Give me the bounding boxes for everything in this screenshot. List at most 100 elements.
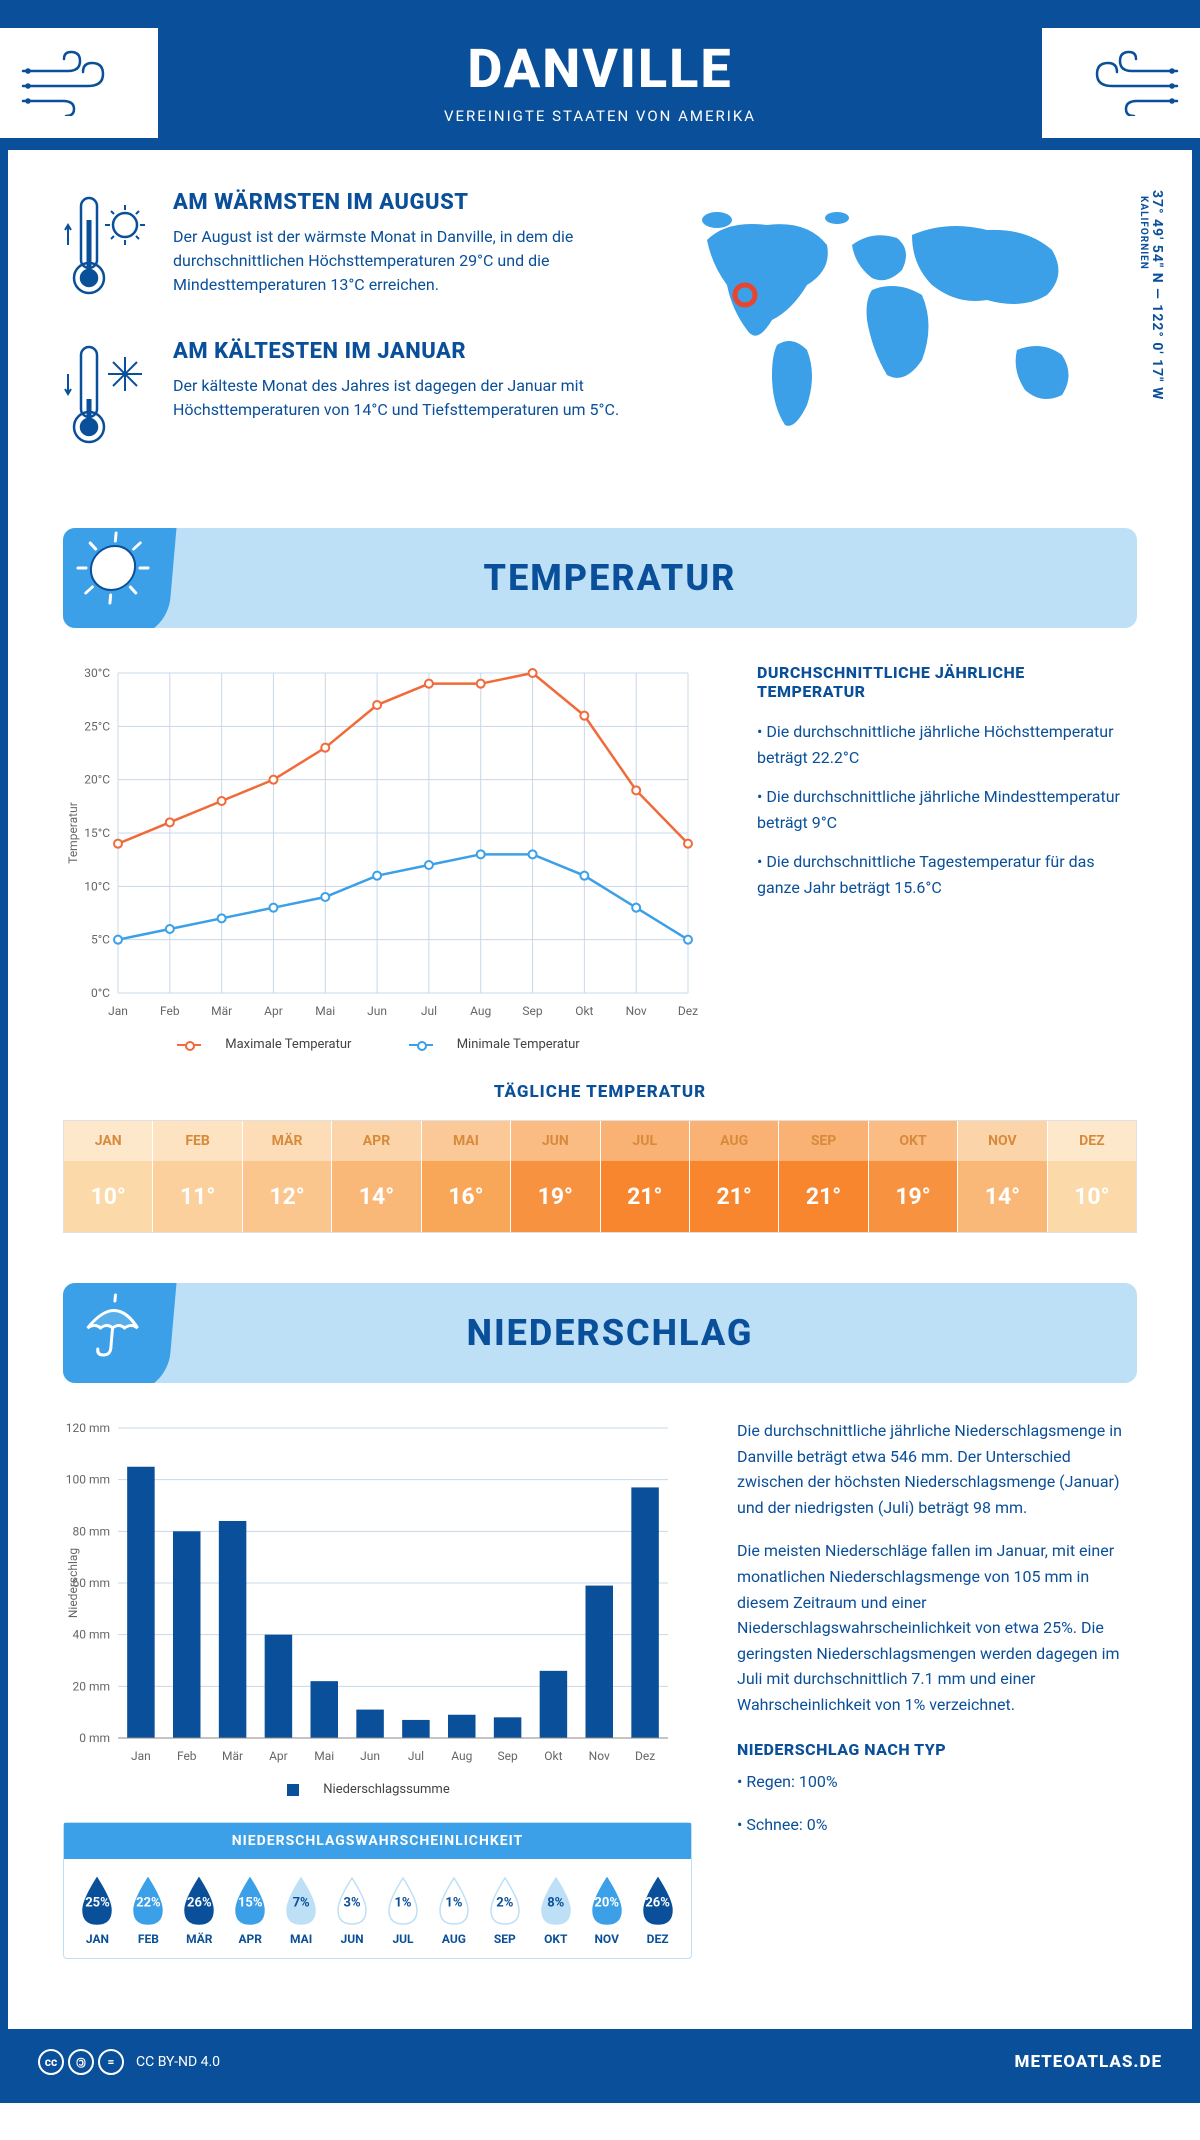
section-header-temperature: TEMPERATUR bbox=[63, 528, 1137, 628]
precip-chart-legend: Niederschlagssumme bbox=[63, 1782, 692, 1797]
thermometer-cold-icon bbox=[63, 339, 153, 453]
svg-text:20 mm: 20 mm bbox=[72, 1679, 110, 1693]
svg-text:5°C: 5°C bbox=[91, 933, 110, 947]
daily-temp-cell: JUL 21° bbox=[601, 1121, 690, 1232]
svg-text:Mai: Mai bbox=[315, 1004, 335, 1018]
umbrella-icon bbox=[63, 1283, 179, 1383]
svg-text:Temperatur: Temperatur bbox=[66, 802, 80, 864]
warmest-title: AM WÄRMSTEN IM AUGUST bbox=[173, 190, 637, 215]
thermometer-hot-icon bbox=[63, 190, 153, 304]
svg-text:Niederschlag: Niederschlag bbox=[66, 1548, 80, 1618]
temp-bullet: • Die durchschnittliche Tagestemperatur … bbox=[757, 849, 1137, 900]
page-title: DANVILLE bbox=[8, 38, 1192, 101]
temp-bullet: • Die durchschnittliche jährliche Mindes… bbox=[757, 784, 1137, 835]
svg-text:Feb: Feb bbox=[177, 1749, 197, 1763]
world-map-icon bbox=[677, 190, 1107, 450]
daily-temp-cell: SEP 21° bbox=[779, 1121, 868, 1232]
prob-drop: 7% MAI bbox=[276, 1874, 327, 1946]
svg-text:120 mm: 120 mm bbox=[66, 1421, 110, 1435]
svg-text:Jan: Jan bbox=[131, 1749, 151, 1763]
precipitation-probability-box: NIEDERSCHLAGSWAHRSCHEINLICHKEIT 25% JAN … bbox=[63, 1822, 692, 1959]
daily-temp-cell: MAI 16° bbox=[422, 1121, 511, 1232]
svg-text:Mär: Mär bbox=[222, 1749, 243, 1763]
prob-drop: 20% NOV bbox=[581, 1874, 632, 1946]
svg-text:Jun: Jun bbox=[360, 1749, 380, 1763]
daily-temp-title: TÄGLICHE TEMPERATUR bbox=[63, 1082, 1137, 1102]
svg-text:Feb: Feb bbox=[160, 1004, 180, 1018]
precipitation-heading: NIEDERSCHLAG bbox=[183, 1312, 1137, 1354]
svg-text:20°C: 20°C bbox=[84, 773, 110, 787]
svg-text:Dez: Dez bbox=[635, 1749, 655, 1763]
svg-text:Jul: Jul bbox=[408, 1749, 424, 1763]
daily-temp-cell: FEB 11° bbox=[153, 1121, 242, 1232]
svg-text:Okt: Okt bbox=[575, 1004, 593, 1018]
svg-text:Apr: Apr bbox=[269, 1749, 288, 1763]
warmest-fact: AM WÄRMSTEN IM AUGUST Der August ist der… bbox=[63, 190, 637, 304]
daily-temp-grid: JAN 10°FEB 11°MÄR 12°APR 14°MAI 16°JUN 1… bbox=[63, 1120, 1137, 1233]
svg-text:0 mm: 0 mm bbox=[79, 1731, 110, 1745]
svg-text:Aug: Aug bbox=[451, 1749, 472, 1763]
svg-text:Nov: Nov bbox=[626, 1004, 647, 1018]
coldest-title: AM KÄLTESTEN IM JANUAR bbox=[173, 339, 637, 364]
svg-text:Apr: Apr bbox=[264, 1004, 283, 1018]
prob-drop: 3% JUN bbox=[327, 1874, 378, 1946]
precip-type: • Schnee: 0% bbox=[737, 1812, 1137, 1838]
daily-temp-cell: JUN 19° bbox=[511, 1121, 600, 1232]
temp-chart-legend: Maximale Temperatur Minimale Temperatur bbox=[63, 1037, 712, 1052]
prob-drop: 26% MÄR bbox=[174, 1874, 225, 1946]
precip-paragraph: Die meisten Niederschläge fallen im Janu… bbox=[737, 1538, 1137, 1717]
daily-temp-cell: APR 14° bbox=[332, 1121, 421, 1232]
coldest-fact: AM KÄLTESTEN IM JANUAR Der kälteste Mona… bbox=[63, 339, 637, 453]
precip-type: • Regen: 100% bbox=[737, 1769, 1137, 1795]
site-name: METEOATLAS.DE bbox=[1015, 2052, 1162, 2072]
temperature-heading: TEMPERATUR bbox=[183, 557, 1137, 599]
daily-temp-cell: JAN 10° bbox=[64, 1121, 153, 1232]
svg-text:100 mm: 100 mm bbox=[66, 1473, 110, 1487]
temperature-line-chart: 0°C 5°C 10°C 15°C 20°C 25°C 30°C Jan Feb Mär Apr Ma… bbox=[63, 663, 712, 1052]
precip-paragraph: Die durchschnittliche jährliche Niedersc… bbox=[737, 1418, 1137, 1520]
prob-title: NIEDERSCHLAGSWAHRSCHEINLICHKEIT bbox=[64, 1823, 691, 1859]
daily-temp-cell: DEZ 10° bbox=[1048, 1121, 1136, 1232]
wind-decoration-right-icon bbox=[1042, 28, 1200, 138]
svg-text:0°C: 0°C bbox=[91, 986, 110, 1000]
sun-icon bbox=[63, 528, 179, 628]
svg-text:80 mm: 80 mm bbox=[72, 1524, 110, 1538]
svg-text:40 mm: 40 mm bbox=[72, 1628, 110, 1642]
temp-text-title: DURCHSCHNITTLICHE JÄHRLICHE TEMPERATUR bbox=[757, 663, 1137, 701]
svg-text:10°C: 10°C bbox=[84, 879, 110, 893]
precipitation-bar-chart: 0 mm20 mm40 mm60 mm80 mm100 mm120 mmNied… bbox=[63, 1418, 683, 1768]
daily-temp-cell: AUG 21° bbox=[690, 1121, 779, 1232]
prob-drop: 1% AUG bbox=[428, 1874, 479, 1946]
prob-drop: 26% DEZ bbox=[632, 1874, 683, 1946]
svg-text:Nov: Nov bbox=[589, 1749, 610, 1763]
prob-drop: 22% FEB bbox=[123, 1874, 174, 1946]
precip-type-title: NIEDERSCHLAG NACH TYP bbox=[737, 1740, 1137, 1759]
svg-text:Jan: Jan bbox=[108, 1004, 128, 1018]
svg-text:Mai: Mai bbox=[314, 1749, 334, 1763]
svg-text:Mär: Mär bbox=[211, 1004, 232, 1018]
prob-drop: 1% JUL bbox=[378, 1874, 429, 1946]
svg-text:30°C: 30°C bbox=[84, 666, 110, 680]
svg-text:Aug: Aug bbox=[470, 1004, 491, 1018]
svg-text:Okt: Okt bbox=[544, 1749, 562, 1763]
svg-text:Jun: Jun bbox=[367, 1004, 387, 1018]
prob-drop: 15% APR bbox=[225, 1874, 276, 1946]
svg-text:15°C: 15°C bbox=[84, 826, 110, 840]
prob-drop: 25% JAN bbox=[72, 1874, 123, 1946]
svg-text:Dez: Dez bbox=[678, 1004, 698, 1018]
coldest-text: Der kälteste Monat des Jahres ist dagege… bbox=[173, 374, 637, 422]
page-subtitle: VEREINIGTE STAATEN VON AMERIKA bbox=[8, 107, 1192, 125]
svg-text:25°C: 25°C bbox=[84, 719, 110, 733]
svg-text:Jul: Jul bbox=[421, 1004, 437, 1018]
page-header: DANVILLE VEREINIGTE STAATEN VON AMERIKA bbox=[8, 8, 1192, 150]
page-footer: cc🄯= CC BY-ND 4.0 METEOATLAS.DE bbox=[8, 2029, 1192, 2095]
wind-decoration-left-icon bbox=[0, 28, 158, 138]
svg-text:Sep: Sep bbox=[522, 1004, 542, 1018]
prob-drop: 2% SEP bbox=[479, 1874, 530, 1946]
daily-temp-cell: OKT 19° bbox=[869, 1121, 958, 1232]
svg-text:Sep: Sep bbox=[497, 1749, 517, 1763]
daily-temp-cell: NOV 14° bbox=[958, 1121, 1047, 1232]
coordinates: 37° 49' 54" N — 122° 0' 17" W KALIFORNIE… bbox=[1138, 190, 1165, 400]
warmest-text: Der August ist der wärmste Monat in Danv… bbox=[173, 225, 637, 297]
license-label: CC BY-ND 4.0 bbox=[136, 2054, 220, 2070]
